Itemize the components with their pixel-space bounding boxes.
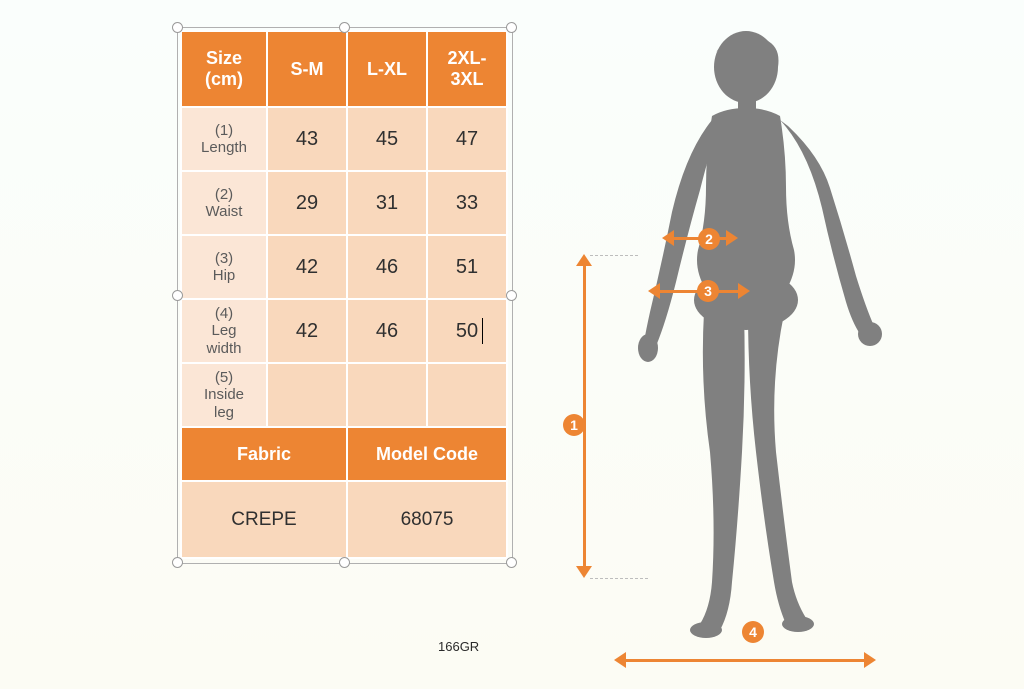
row-label: (2)Waist: [181, 171, 267, 235]
footer-value: 68075: [347, 481, 507, 558]
cell[interactable]: 29: [267, 171, 347, 235]
row-label: (5)Insideleg: [181, 363, 267, 427]
table-row: (5)Insideleg: [181, 363, 507, 427]
col-header-3: 2XL-3XL: [427, 31, 507, 107]
cell[interactable]: 43: [267, 107, 347, 171]
table-row: (2)Waist293133: [181, 171, 507, 235]
footer-value-row: CREPE68075: [181, 481, 507, 558]
footer-header: Model Code: [347, 427, 507, 481]
cell[interactable]: 46: [347, 235, 427, 299]
cell[interactable]: 45: [347, 107, 427, 171]
cell[interactable]: [267, 363, 347, 427]
cell[interactable]: 42: [267, 235, 347, 299]
cell[interactable]: 42: [267, 299, 347, 363]
weight-label: 166GR: [438, 639, 479, 654]
col-header-0: Size(cm): [181, 31, 267, 107]
table-row: (1)Length434547: [181, 107, 507, 171]
cell[interactable]: [347, 363, 427, 427]
table-header-row: Size(cm)S-ML-XL2XL-3XL: [181, 31, 507, 107]
cell[interactable]: [427, 363, 507, 427]
col-header-2: L-XL: [347, 31, 427, 107]
cell[interactable]: 51: [427, 235, 507, 299]
cell[interactable]: 47: [427, 107, 507, 171]
measure-badge-2: 2: [698, 228, 720, 250]
measure-badge-1: 1: [563, 414, 585, 436]
guide-dash: [590, 255, 638, 256]
cell[interactable]: 50: [427, 299, 507, 363]
cell[interactable]: 33: [427, 171, 507, 235]
measure-badge-4: 4: [742, 621, 764, 643]
col-header-1: S-M: [267, 31, 347, 107]
footer-value: CREPE: [181, 481, 347, 558]
row-label: (4)Legwidth: [181, 299, 267, 363]
footer-header: Fabric: [181, 427, 347, 481]
footer-header-row: FabricModel Code: [181, 427, 507, 481]
cell[interactable]: 46: [347, 299, 427, 363]
measure-badge-3: 3: [697, 280, 719, 302]
body-silhouette: [616, 22, 896, 642]
guide-dash: [590, 578, 648, 579]
table-row: (3)Hip424651: [181, 235, 507, 299]
cell[interactable]: 31: [347, 171, 427, 235]
row-label: (1)Length: [181, 107, 267, 171]
table-row: (4)Legwidth424650: [181, 299, 507, 363]
row-label: (3)Hip: [181, 235, 267, 299]
size-table: Size(cm)S-ML-XL2XL-3XL (1)Length434547(2…: [180, 30, 508, 559]
